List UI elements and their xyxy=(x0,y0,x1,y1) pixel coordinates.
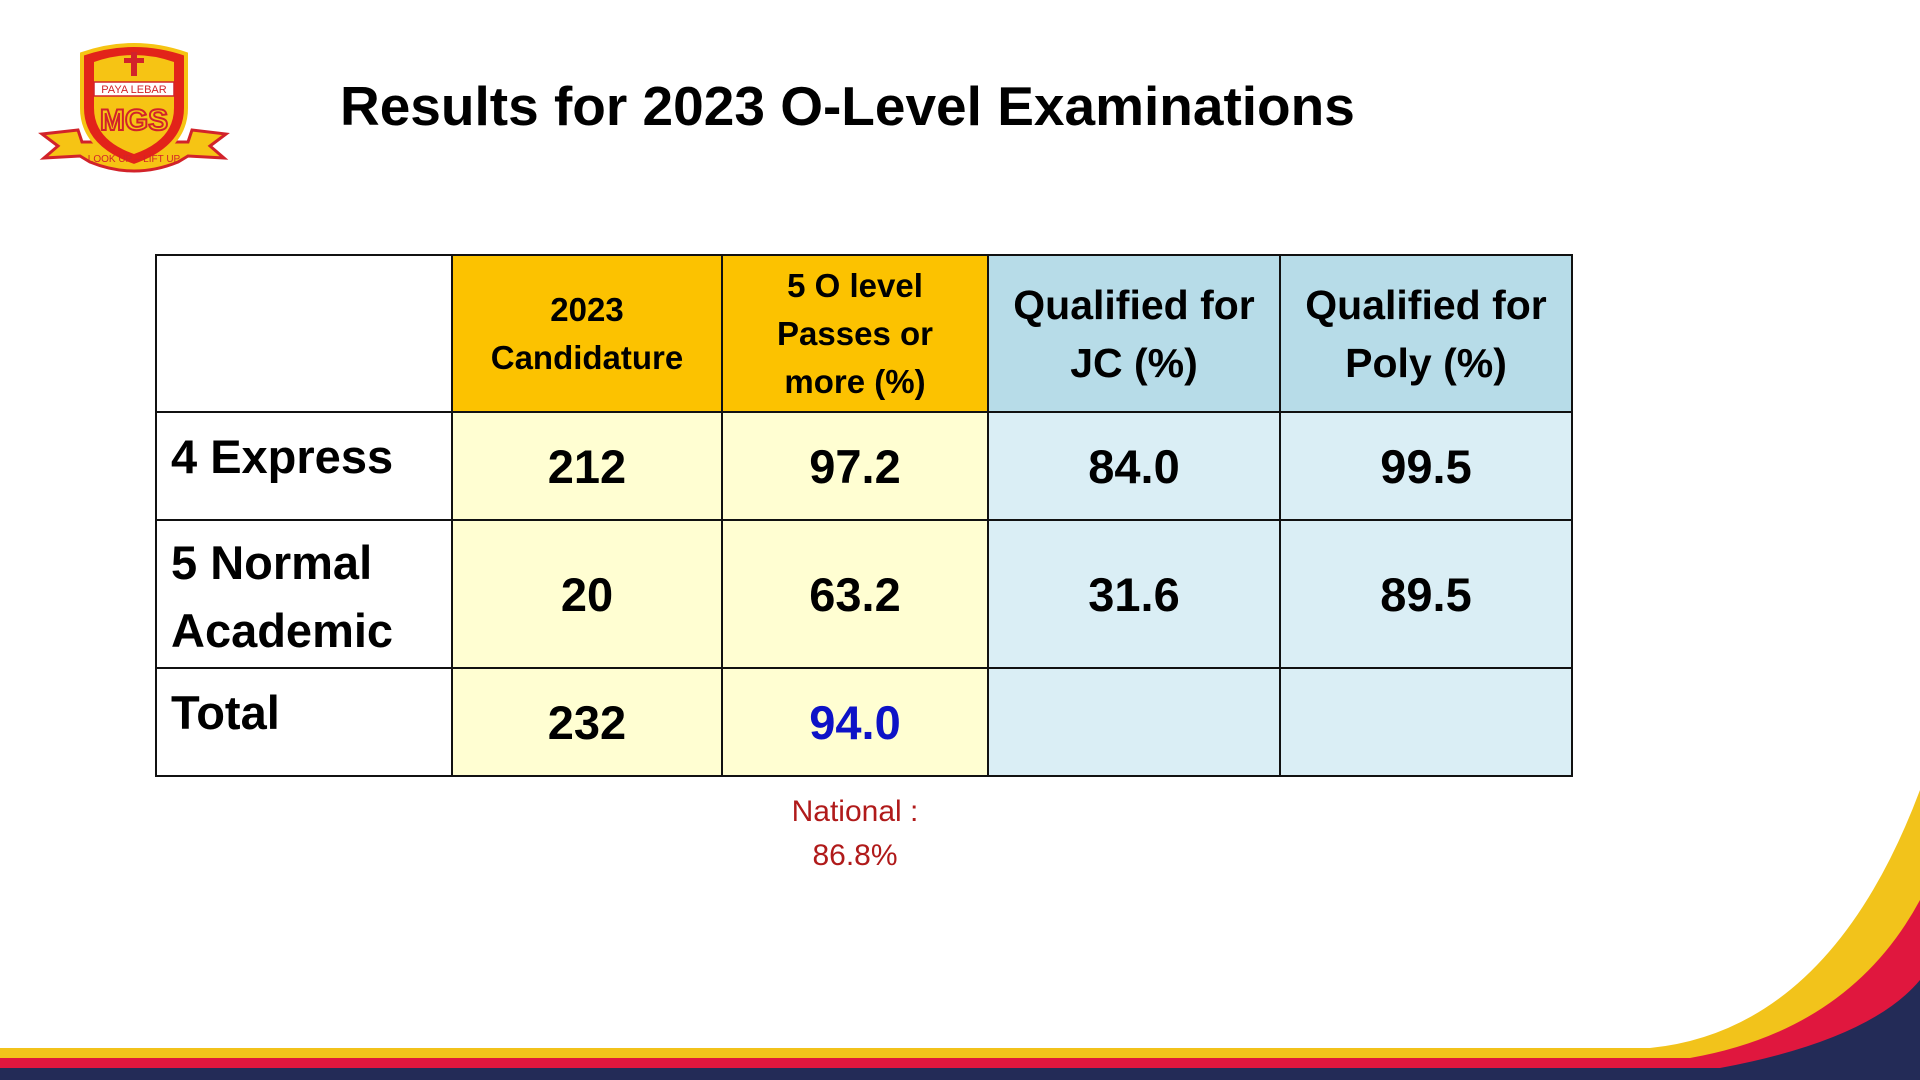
header-candidature-label: 2023 Candidature xyxy=(490,290,684,376)
header-passes-label: 5 O level Passes or more (%) xyxy=(777,266,933,400)
cell-jc xyxy=(987,667,1281,777)
cell-jc: 84.0 xyxy=(987,411,1281,521)
header-jc: Qualified for JC (%) xyxy=(987,254,1281,413)
cell-jc: 31.6 xyxy=(987,519,1281,669)
crest-initials-text: MGS xyxy=(100,104,168,137)
row-label: 5 Normal Academic xyxy=(155,519,453,669)
table-row: 4 Express 212 97.2 84.0 99.5 xyxy=(155,411,1573,521)
results-table: 2023 Candidature 5 O level Passes or mor… xyxy=(155,254,1573,777)
table-header-row: 2023 Candidature 5 O level Passes or mor… xyxy=(155,254,1573,413)
total-passes-value: 94.0 xyxy=(809,695,901,749)
cell-passes: 63.2 xyxy=(721,519,989,669)
cell-poly: 89.5 xyxy=(1279,519,1573,669)
header-poly: Qualified for Poly (%) xyxy=(1279,254,1573,413)
header-corner-cell xyxy=(155,254,453,413)
row-label: 4 Express xyxy=(155,411,453,521)
crest-name-text: PAYA LEBAR xyxy=(101,84,166,96)
table-row: Total 232 94.0 xyxy=(155,667,1573,777)
cell-poly xyxy=(1279,667,1573,777)
row-label: Total xyxy=(155,667,453,777)
cell-poly: 99.5 xyxy=(1279,411,1573,521)
national-average-note: National : 86.8% xyxy=(791,795,919,872)
cell-passes: 94.0 xyxy=(721,667,989,777)
header-passes: 5 O level Passes or more (%) xyxy=(721,254,989,413)
table-row: 5 Normal Academic 20 63.2 31.6 89.5 xyxy=(155,519,1573,669)
header-poly-label: Qualified for Poly (%) xyxy=(1305,281,1547,386)
cell-candidature: 212 xyxy=(451,411,723,521)
school-crest-logo: PAYA LEBAR MGS LOOK UP – LIFT UP xyxy=(38,43,230,173)
cell-candidature: 20 xyxy=(451,519,723,669)
band-navy xyxy=(0,980,1920,1080)
crest-motto-text: LOOK UP – LIFT UP xyxy=(88,154,181,165)
slide-title: Results for 2023 O-Level Examinations xyxy=(340,75,1355,137)
header-candidature: 2023 Candidature xyxy=(451,254,723,413)
band-red xyxy=(0,900,1920,1080)
header-jc-label: Qualified for JC (%) xyxy=(1013,281,1255,386)
cell-passes: 97.2 xyxy=(721,411,989,521)
row-label-text: 5 Normal Academic xyxy=(171,536,394,657)
cell-candidature: 232 xyxy=(451,667,723,777)
